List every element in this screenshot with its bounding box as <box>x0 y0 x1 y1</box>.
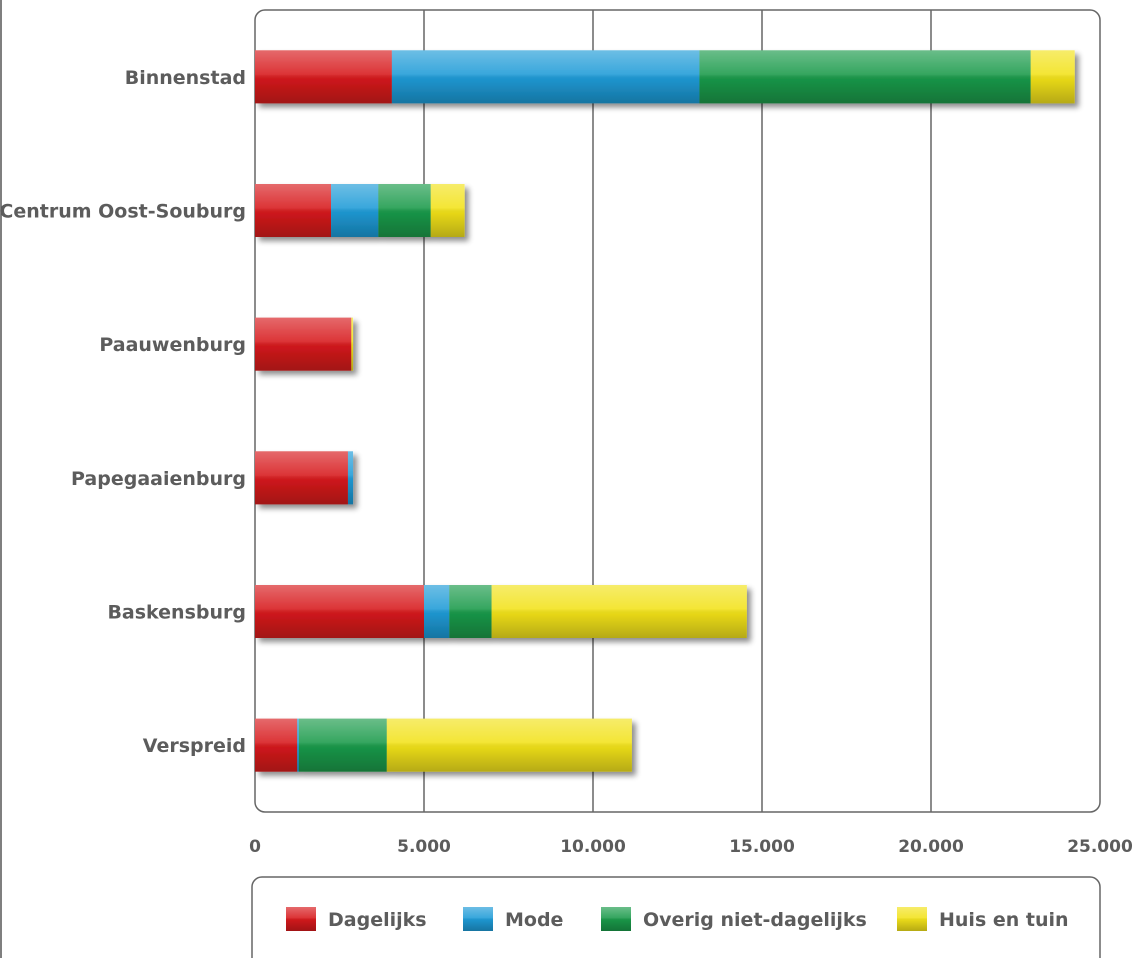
legend-swatch-shine <box>286 907 316 931</box>
bar-segment-shine <box>378 184 431 237</box>
bar-segment-shine <box>297 718 299 772</box>
bar-segment-shine <box>347 451 354 505</box>
category-label: Paauwenburg <box>99 334 246 356</box>
legend-box <box>251 876 1101 962</box>
bar-segment-shine <box>298 718 387 772</box>
x-axis-tick-labels: 0 5.000 10.000 15.000 20.000 25.000 <box>249 837 1133 857</box>
plot-area <box>254 9 1101 813</box>
bar-group <box>255 184 465 237</box>
grid-lines <box>423 10 932 812</box>
legend-label: Huis en tuin <box>939 909 1069 931</box>
bar-segment-shine <box>331 184 379 237</box>
legend: Dagelijks Mode Overig niet-dagelijks Huis e… <box>286 907 1069 931</box>
legend-label: Mode <box>505 909 563 931</box>
bar-group <box>255 50 1075 104</box>
category-label: Verspreid <box>143 735 246 757</box>
legend-label: Overig niet-dagelijks <box>643 909 867 931</box>
bar-group <box>255 718 632 772</box>
legend-swatch-shine <box>601 907 631 931</box>
bar-segment-shine <box>424 585 450 638</box>
category-labels: Binnenstad Centrum Oost-Souburg Paauwenbur… <box>0 67 246 757</box>
bar-segment-shine <box>255 50 392 104</box>
bars <box>255 50 1075 772</box>
x-tick-label: 15.000 <box>729 837 795 857</box>
legend-swatch-shine <box>463 907 493 931</box>
bar-segment-shine <box>255 317 352 371</box>
legend-label: Dagelijks <box>328 909 427 931</box>
category-label: Centrum Oost-Souburg <box>0 201 246 223</box>
bar-segment-shine <box>430 184 465 237</box>
bar-segment-shine <box>255 585 424 638</box>
category-label: Papegaaienburg <box>71 468 246 490</box>
x-tick-label: 5.000 <box>397 837 451 857</box>
legend-swatch-shine <box>897 907 927 931</box>
bar-segment-shine <box>386 718 632 772</box>
bar-group <box>255 585 747 638</box>
bar-segment-shine <box>449 585 492 638</box>
bar-segment-shine <box>491 585 747 638</box>
x-tick-label: 0 <box>249 837 261 857</box>
bar-segment-shine <box>255 184 332 237</box>
bar-group <box>255 317 354 371</box>
category-label: Baskensburg <box>107 602 246 624</box>
bar-segment-shine <box>351 317 354 371</box>
x-tick-label: 25.000 <box>1067 837 1133 857</box>
bar-segment-shine <box>391 50 700 104</box>
bar-segment-shine <box>1030 50 1075 104</box>
bar-segment-shine <box>699 50 1031 104</box>
bar-group <box>255 451 354 505</box>
x-tick-label: 10.000 <box>560 837 626 857</box>
bar-segment-shine <box>255 451 348 505</box>
x-tick-label: 20.000 <box>898 837 964 857</box>
bar-segment-shine <box>255 718 298 772</box>
category-label: Binnenstad <box>125 67 246 89</box>
